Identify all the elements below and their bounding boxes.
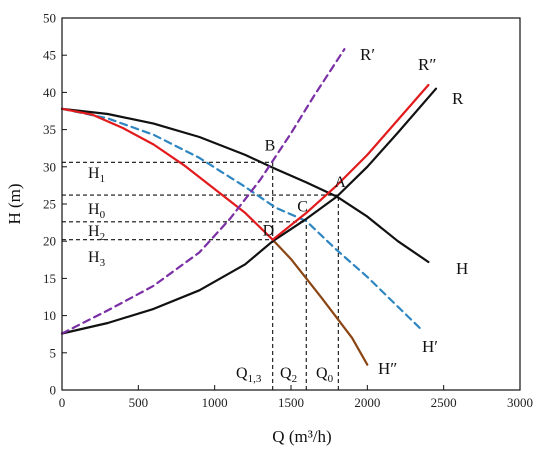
label-q0: Q0: [316, 365, 334, 385]
label-h3: H3: [88, 249, 106, 269]
y-tick-label: 0: [50, 383, 57, 398]
point-a: A: [334, 174, 346, 191]
point-d: D: [263, 223, 275, 240]
x-tick-label: 2500: [431, 395, 457, 410]
y-tick-label: 30: [43, 159, 56, 174]
label-q13: Q1,3: [236, 365, 262, 385]
y-tick-label: 35: [43, 122, 56, 137]
curves-layer: [60, 48, 438, 366]
curve-label-r-prime: R′: [360, 45, 375, 64]
curve-h-double-prime-3: [271, 238, 369, 366]
x-tick-label: 2000: [354, 395, 380, 410]
curve-label-h-double-prime: H″: [378, 359, 397, 378]
curve-h-prime-1: [60, 107, 422, 331]
axes-layer: [61, 17, 521, 391]
curve-label-h: H: [456, 259, 468, 278]
reference-lines-layer: [62, 161, 339, 390]
curve-label-r: R: [452, 89, 464, 108]
curve-r-4: [60, 87, 438, 335]
curve-label-r-double-prime: R″: [418, 55, 436, 74]
curve-h-double-prime-2: [60, 107, 274, 241]
curve-r-prime-6: [60, 48, 346, 335]
y-tick-label: 25: [43, 197, 56, 212]
y-tick-label: 20: [43, 234, 56, 249]
label-q2: Q2: [280, 365, 297, 385]
label-h0: H0: [88, 201, 106, 221]
x-tick-label: 1500: [278, 395, 304, 410]
annotations-layer: 0 500 1000 1500 2000 2500 3000 0 5 10 15 20 25 30 35 40…: [43, 11, 533, 411]
x-tick-label: 3000: [507, 395, 533, 410]
y-tick-label: 5: [50, 345, 57, 360]
curve-r-double-prime-5: [271, 83, 430, 241]
y-axis-title: H (m): [5, 183, 24, 224]
y-tick-label: 15: [43, 271, 56, 286]
point-c: C: [297, 199, 308, 216]
x-axis-title: Q (m³/h): [272, 427, 331, 446]
curve-h-0: [60, 107, 430, 264]
point-b: B: [265, 137, 276, 154]
y-tick-label: 10: [43, 308, 56, 323]
y-tick-label: 40: [43, 85, 56, 100]
x-tick-label: 500: [129, 395, 149, 410]
curve-label-h-prime: H′: [422, 337, 438, 356]
y-tick-label: 45: [43, 48, 56, 63]
x-tick-label: 0: [59, 395, 66, 410]
y-tick-label: 50: [43, 11, 56, 26]
plot-frame: [61, 17, 521, 391]
x-tick-label: 1000: [202, 395, 228, 410]
label-h1: H1: [88, 165, 105, 185]
